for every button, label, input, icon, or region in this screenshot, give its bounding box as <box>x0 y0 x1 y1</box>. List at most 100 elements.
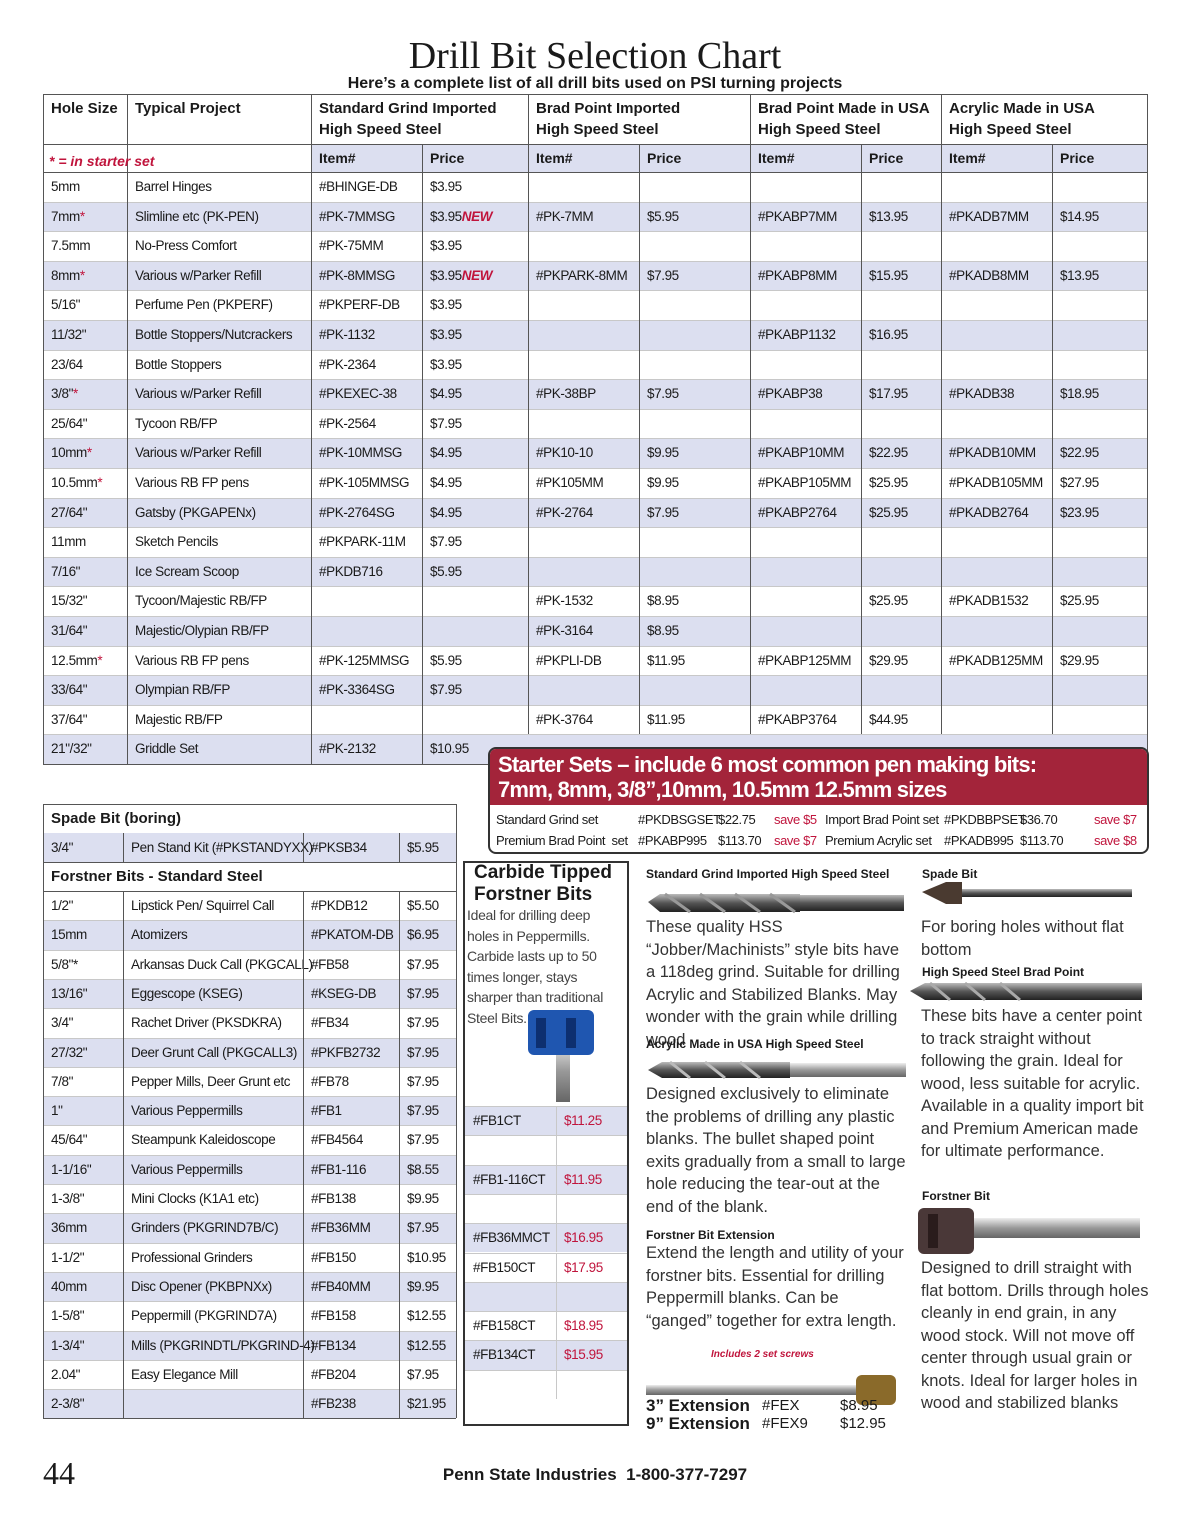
starter-price: $113.70 <box>718 833 762 848</box>
cell: $11.95 <box>647 711 685 727</box>
cell: Olympian RB/FP <box>135 682 230 698</box>
cell: $25.95 <box>1060 593 1099 609</box>
row-stripe <box>43 379 1147 409</box>
column-group-header: Acrylic Made in USA <box>949 100 1095 117</box>
cell: $17.95 <box>869 386 908 402</box>
cell: #PKABP3764 <box>758 711 837 727</box>
rule <box>43 290 1148 292</box>
cell: #PKDB12 <box>311 898 368 913</box>
cell: $18.95 <box>1060 386 1099 402</box>
cell: $7.95 <box>407 1015 439 1031</box>
column-subheader: Item# <box>319 150 356 166</box>
rule <box>456 804 457 891</box>
rule <box>43 1271 456 1273</box>
cell: #PKEXEC-38 <box>319 386 397 402</box>
column-group-header: High Speed Steel <box>758 121 881 138</box>
row-stripe <box>43 497 1147 528</box>
row-stripe <box>43 1037 456 1067</box>
cell: 5/16" <box>51 297 81 313</box>
cell: Various Peppermills <box>131 1161 243 1177</box>
cell: $7.95 <box>407 1366 439 1382</box>
rule <box>556 1223 557 1253</box>
cell: #PK-1132 <box>319 327 375 342</box>
starter-item: #PKADB995 <box>944 833 1014 848</box>
cell: 11mm <box>51 534 86 550</box>
cell: $44.95 <box>869 711 908 727</box>
rule <box>941 144 942 735</box>
carbide-box <box>463 861 629 1426</box>
cell: #PK-38BP <box>536 386 596 402</box>
starter-save: save $5 <box>774 812 817 827</box>
cell: #FB158CT <box>473 1318 536 1334</box>
rule <box>43 1008 456 1010</box>
cell: $27.95 <box>1060 475 1099 490</box>
cell: #FB150CT <box>473 1259 536 1275</box>
rule <box>1147 144 1148 764</box>
cell: $25.95 <box>869 475 908 490</box>
extension-item: #FEX9 <box>762 1415 808 1432</box>
rule <box>465 1135 627 1137</box>
forstner-bit-image <box>918 1208 1140 1254</box>
rule <box>941 94 942 144</box>
rule <box>43 764 489 765</box>
cell: Disc Opener (PKBPNXx) <box>131 1278 272 1294</box>
extension-name: 3” Extension <box>646 1396 750 1415</box>
cell: $7.95 <box>407 1220 439 1236</box>
cell-note: * <box>79 267 85 283</box>
cell: 5/8"* <box>51 956 78 972</box>
cell: $3.95 <box>430 238 462 254</box>
cell: 1-3/4" <box>51 1337 85 1353</box>
cell: Perfume Pen (PKPERF) <box>135 297 273 313</box>
cell: #PKSB34 <box>311 840 367 855</box>
rule <box>639 144 640 735</box>
cell: #PK-3164 <box>536 623 593 638</box>
rule <box>556 1193 557 1224</box>
rule <box>127 94 128 144</box>
cell: $9.95 <box>647 445 679 461</box>
cell: Pen Stand Kit (#PKSTANDYXX) <box>131 840 313 855</box>
standard-bit-image <box>648 892 904 914</box>
cell: #PK-10MMSG <box>319 445 403 461</box>
extension-price: $8.95 <box>840 1397 878 1414</box>
cell: $13.95 <box>869 208 908 224</box>
rule <box>43 1037 456 1039</box>
rule <box>43 978 456 980</box>
cell-text: $3.95 <box>430 267 462 283</box>
cell: #PK-1532 <box>536 593 593 609</box>
rule <box>43 704 1148 706</box>
cell: #PKABP125MM <box>758 652 852 668</box>
rule <box>311 144 312 764</box>
cell: $7.95 <box>407 956 439 972</box>
cell: 8mm* <box>43 261 127 291</box>
cell: 10mm* <box>43 438 127 468</box>
cell: #FB134CT <box>473 1347 536 1363</box>
carbide-bit-image <box>528 1010 594 1102</box>
cell: 5mm <box>51 179 80 194</box>
cell: #PKPARK-11M <box>319 534 406 550</box>
rule <box>43 172 1148 173</box>
cell: #FB4564 <box>311 1132 363 1148</box>
rule <box>43 556 1148 558</box>
cell: #PKFB2732 <box>311 1044 381 1060</box>
cell: #PKABP105MM <box>758 475 852 490</box>
cell: 3/4" <box>51 1015 73 1031</box>
row-stripe <box>43 920 456 950</box>
cell: 3/4" <box>51 840 73 855</box>
extension-item: #FEX <box>762 1397 800 1414</box>
column-subheader: Price <box>430 150 465 166</box>
rule <box>556 1311 557 1341</box>
cell: Majestic/Olypian RB/FP <box>135 623 269 638</box>
cell: 15/32" <box>51 593 88 609</box>
rule <box>1147 94 1148 144</box>
rule <box>465 1106 627 1107</box>
cell: 1-3/8" <box>51 1191 85 1206</box>
cell: #FB204 <box>311 1366 356 1382</box>
cell: 23/64 <box>51 356 83 372</box>
cell: #FB158 <box>311 1308 356 1324</box>
extension-name: 9” Extension <box>646 1414 750 1433</box>
rule <box>43 349 1148 351</box>
rule <box>43 1389 456 1391</box>
rule <box>43 1066 456 1068</box>
